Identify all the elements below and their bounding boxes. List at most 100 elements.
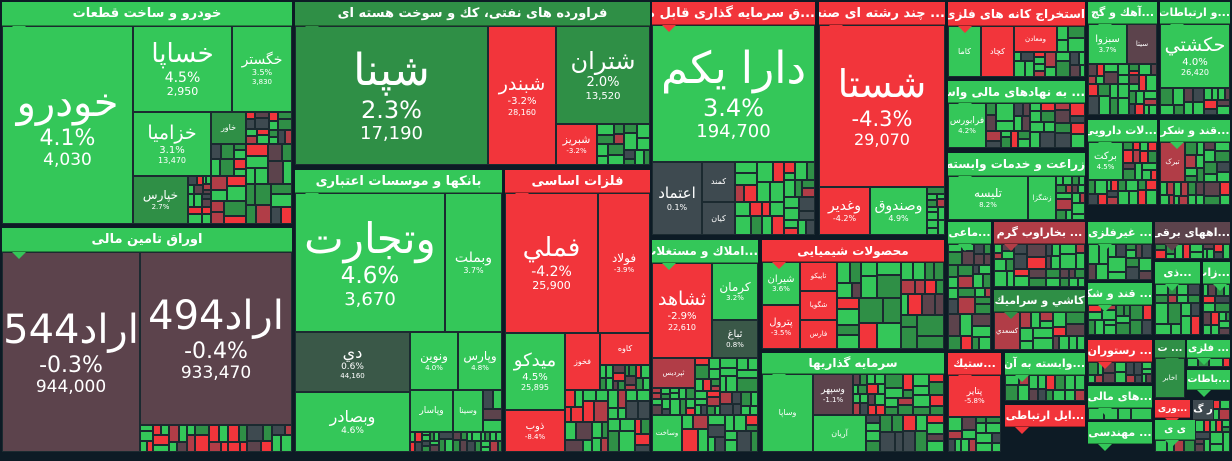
stock-tile-small[interactable] [1055, 123, 1071, 133]
stock-tile-small[interactable] [211, 190, 227, 201]
stock-tile-small[interactable] [1018, 385, 1029, 401]
stock-tile-small[interactable] [1025, 61, 1034, 77]
stock-tile-small[interactable] [850, 262, 861, 283]
stock-tile-small[interactable] [1072, 214, 1085, 220]
stock-tile-small[interactable] [1146, 374, 1152, 383]
stock-tile-small[interactable] [179, 425, 187, 442]
stock-tile-small[interactable] [948, 417, 962, 431]
stock-tile-small[interactable] [1075, 390, 1085, 401]
stock-tile-small[interactable] [784, 162, 795, 173]
stock-tile-small[interactable] [927, 194, 937, 200]
stock-tile-small[interactable] [1195, 439, 1204, 444]
stock-tile-small[interactable] [1088, 375, 1095, 383]
stock-tile-small[interactable] [695, 405, 701, 415]
stock-tile-small[interactable] [1088, 96, 1099, 115]
stock-tile-small[interactable] [602, 422, 608, 438]
stock-tile-small[interactable] [1203, 244, 1214, 249]
stock-tile-small[interactable] [770, 202, 784, 216]
stock-tile-small[interactable] [202, 207, 211, 214]
stock-tile-small[interactable] [935, 294, 944, 315]
stock-tile-small[interactable] [1184, 440, 1195, 452]
sector-header[interactable]: ... بخاراوب گرم [994, 222, 1085, 244]
stock-tile-small[interactable] [1018, 131, 1030, 139]
stock-tile-small[interactable] [1030, 103, 1041, 111]
stock-tile-small[interactable] [187, 435, 195, 452]
stock-tile-small[interactable] [725, 415, 734, 431]
stock-tile-small[interactable] [961, 336, 972, 350]
stock-tile-small[interactable] [472, 432, 481, 441]
stock-tile-small[interactable] [613, 381, 618, 390]
stock-tile-small[interactable] [188, 207, 202, 214]
stock-tile-small[interactable] [708, 425, 725, 437]
stock-tile-small[interactable] [1014, 116, 1022, 131]
stock-tile-small[interactable] [1188, 295, 1200, 303]
stock-tile-small[interactable] [986, 423, 1001, 433]
stock-tile-small[interactable] [1059, 336, 1069, 350]
stock-tile-small[interactable] [741, 392, 751, 406]
stock-tile-small[interactable] [1123, 142, 1133, 150]
stock-tile-small[interactable] [1204, 174, 1217, 182]
stock-tile-small[interactable] [1197, 142, 1204, 155]
stock-tile-small[interactable] [976, 443, 992, 452]
stock-tile-small[interactable] [1126, 180, 1138, 191]
stock-tile-small[interactable] [1103, 373, 1115, 383]
stock-tile-small[interactable] [285, 130, 292, 144]
stock-tile-small[interactable] [1185, 176, 1197, 182]
stock-tile-small[interactable] [1014, 276, 1029, 287]
stock-tile-small[interactable] [606, 378, 613, 390]
stock-tile-small[interactable] [986, 141, 1001, 148]
stock-tile-small[interactable] [867, 374, 875, 384]
stock-tile-small[interactable] [246, 156, 268, 168]
stock-tile-small[interactable] [1069, 278, 1078, 287]
stock-tile-small[interactable] [1129, 91, 1136, 104]
stock-tile-small[interactable] [1204, 162, 1217, 174]
stock-tile-small[interactable] [948, 288, 958, 299]
stock-tile-small[interactable] [1151, 170, 1157, 180]
stock-tile-small[interactable] [614, 134, 624, 144]
stock-tile-small[interactable] [737, 378, 758, 392]
stock-tile[interactable]: شبریز -3.2% [556, 124, 597, 165]
stock-tile-small[interactable] [635, 445, 650, 452]
stock-tile-small[interactable] [1065, 390, 1075, 401]
stock-tile-small[interactable] [268, 161, 283, 184]
stock-tile-small[interactable] [255, 112, 269, 118]
stock-tile-small[interactable] [880, 415, 892, 432]
stock-tile-small[interactable] [903, 431, 915, 452]
stock-tile-small[interactable] [1034, 64, 1045, 71]
stock-tile-small[interactable] [1211, 325, 1219, 335]
stock-tile-small[interactable] [1046, 278, 1060, 287]
stock-tile-small[interactable] [410, 432, 415, 442]
stock-tile-small[interactable] [1133, 150, 1140, 163]
stock-tile-small[interactable] [1041, 103, 1055, 111]
stock-tile-small[interactable] [608, 408, 618, 419]
stock-tile-small[interactable] [877, 262, 901, 275]
stock-tile-small[interactable] [272, 435, 281, 452]
stock-tile[interactable]: شستا -4.3% 29,070 [819, 25, 945, 187]
stock-tile-small[interactable] [1148, 142, 1157, 151]
stock-tile-small[interactable] [875, 374, 885, 384]
stock-tile-small[interactable] [625, 376, 636, 385]
stock-tile-small[interactable] [798, 220, 806, 235]
stock-tile-small[interactable] [1080, 193, 1085, 203]
stock-tile-small[interactable] [652, 405, 662, 415]
stock-tile-small[interactable] [1174, 105, 1184, 115]
stock-tile-small[interactable] [784, 180, 795, 197]
sector-header[interactable]: کاشي و سرامیك [994, 290, 1085, 312]
stock-tile-small[interactable] [234, 150, 246, 159]
stock-tile-small[interactable] [209, 425, 219, 442]
stock-tile-small[interactable] [618, 408, 626, 419]
stock-tile-small[interactable] [246, 129, 257, 136]
stock-tile-small[interactable] [1143, 305, 1152, 320]
stock-tile-small[interactable] [246, 168, 255, 184]
stock-tile-small[interactable] [695, 365, 709, 379]
stock-tile-small[interactable] [1138, 180, 1146, 190]
stock-tile-small[interactable] [1070, 103, 1085, 116]
stock-tile-small[interactable] [892, 415, 903, 432]
stock-tile-small[interactable] [670, 393, 679, 399]
stock-tile-small[interactable] [773, 162, 784, 182]
stock-tile-small[interactable] [1210, 444, 1223, 452]
stock-tile-small[interactable] [927, 415, 944, 423]
stock-tile-small[interactable] [576, 422, 592, 440]
stock-tile-small[interactable] [624, 150, 635, 159]
stock-tile-small[interactable] [1038, 375, 1046, 389]
